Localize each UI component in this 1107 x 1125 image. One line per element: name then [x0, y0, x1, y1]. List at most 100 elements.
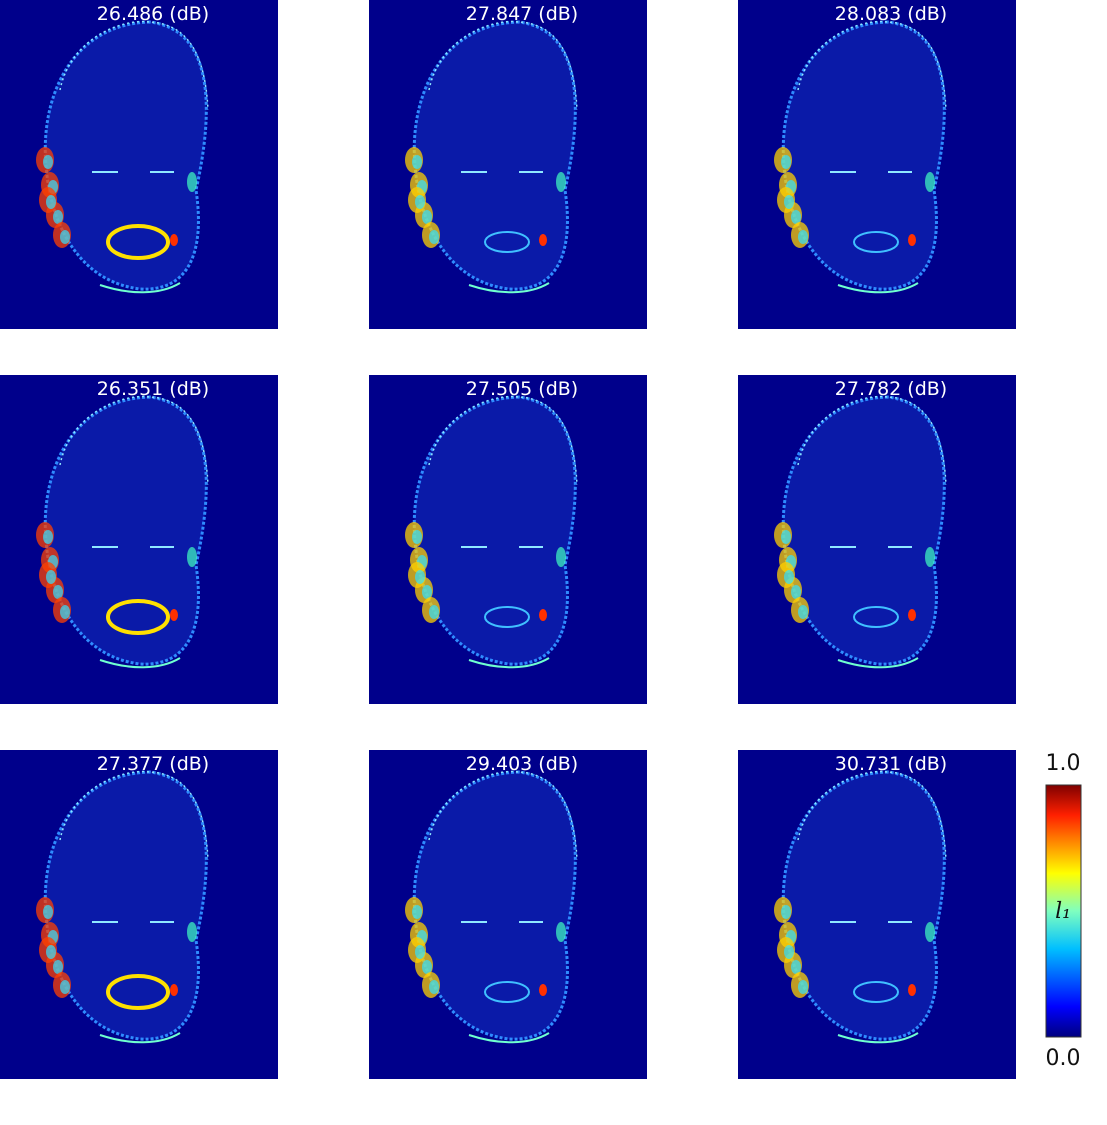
map-canvas: 27.847 (dB) [369, 0, 647, 329]
ear-error [60, 605, 70, 619]
ear-error [422, 960, 432, 974]
ear-error [412, 905, 422, 919]
colorbar [1045, 784, 1082, 1038]
error-map: 26.351 (dB) [0, 375, 278, 704]
map-canvas: 30.731 (dB) [738, 750, 1016, 1079]
error-map: 30.731 (dB) [738, 750, 1016, 1079]
chin-edge [468, 657, 550, 669]
ear-error [412, 155, 422, 169]
mouth [484, 231, 530, 253]
chin-edge [837, 282, 919, 294]
head-outline [412, 770, 577, 1041]
ear-error [791, 960, 801, 974]
panel-title: 27.847 (dB) [466, 3, 578, 25]
ear-error [43, 155, 53, 169]
ear-error [784, 195, 794, 209]
head-outline [43, 395, 208, 666]
mouth [853, 981, 899, 1003]
ear-right [556, 172, 566, 192]
ear-error [798, 230, 808, 244]
colorbar-max: 1.0 [1046, 751, 1081, 776]
map-canvas: 26.351 (dB) [0, 375, 278, 704]
ear-error [791, 210, 801, 224]
error-map: 27.505 (dB) [369, 375, 647, 704]
mouth [853, 606, 899, 628]
mouth [484, 981, 530, 1003]
map-canvas: 27.782 (dB) [738, 375, 1016, 704]
cheek-right [539, 609, 547, 621]
colorbar-title: l₁ [1055, 899, 1071, 924]
chin-edge [99, 282, 181, 294]
cheek-right [170, 234, 178, 246]
ear-error [791, 585, 801, 599]
error-map: 27.377 (dB) [0, 750, 278, 1079]
cheek-right [908, 984, 916, 996]
ear-error [60, 230, 70, 244]
mouth [484, 606, 530, 628]
chin-edge [99, 1032, 181, 1044]
panel-title: 27.505 (dB) [466, 378, 578, 400]
colorbar-min: 0.0 [1046, 1046, 1081, 1071]
map-canvas: 27.377 (dB) [0, 750, 278, 1079]
ear-right [187, 172, 197, 192]
ear-error [422, 210, 432, 224]
head-outline [781, 20, 946, 291]
cheek-right [908, 234, 916, 246]
cheek-right [170, 609, 178, 621]
ear-error [46, 945, 56, 959]
map-canvas: 28.083 (dB) [738, 0, 1016, 329]
ear-error [781, 530, 791, 544]
ear-right [187, 547, 197, 567]
ear-error [60, 980, 70, 994]
ear-error [784, 570, 794, 584]
ear-error [422, 585, 432, 599]
chin-edge [837, 1032, 919, 1044]
ear-error [46, 195, 56, 209]
chin-edge [468, 282, 550, 294]
error-map: 26.486 (dB) [0, 0, 278, 329]
head-outline [412, 395, 577, 666]
ear-error [798, 980, 808, 994]
ear-error [415, 570, 425, 584]
error-map: 28.083 (dB) [738, 0, 1016, 329]
cheek-right [908, 609, 916, 621]
ear-error [415, 195, 425, 209]
head-outline [43, 770, 208, 1041]
panel-title: 26.351 (dB) [97, 378, 209, 400]
panel-title: 26.486 (dB) [97, 3, 209, 25]
ear-right [556, 922, 566, 942]
ear-error [429, 230, 439, 244]
map-canvas: 29.403 (dB) [369, 750, 647, 1079]
ear-right [187, 922, 197, 942]
ear-error [415, 945, 425, 959]
panel-title: 30.731 (dB) [835, 753, 947, 775]
mouth [106, 599, 170, 635]
ear-error [53, 210, 63, 224]
error-map: 27.782 (dB) [738, 375, 1016, 704]
ear-error [798, 605, 808, 619]
panel-title: 28.083 (dB) [835, 3, 947, 25]
ear-right [925, 172, 935, 192]
cheek-right [539, 984, 547, 996]
ear-error [43, 905, 53, 919]
map-canvas: 26.486 (dB) [0, 0, 278, 329]
panel-title: 27.377 (dB) [97, 753, 209, 775]
ear-right [925, 547, 935, 567]
chin-edge [99, 657, 181, 669]
head-outline [781, 770, 946, 1041]
ear-error [781, 155, 791, 169]
map-canvas: 27.505 (dB) [369, 375, 647, 704]
mouth [106, 974, 170, 1010]
ear-error [43, 530, 53, 544]
error-map: 29.403 (dB) [369, 750, 647, 1079]
cheek-right [539, 234, 547, 246]
mouth [106, 224, 170, 260]
ear-error [46, 570, 56, 584]
error-map: 27.847 (dB) [369, 0, 647, 329]
ear-error [412, 530, 422, 544]
panel-title: 29.403 (dB) [466, 753, 578, 775]
head-outline [43, 20, 208, 291]
chin-edge [837, 657, 919, 669]
ear-error [784, 945, 794, 959]
